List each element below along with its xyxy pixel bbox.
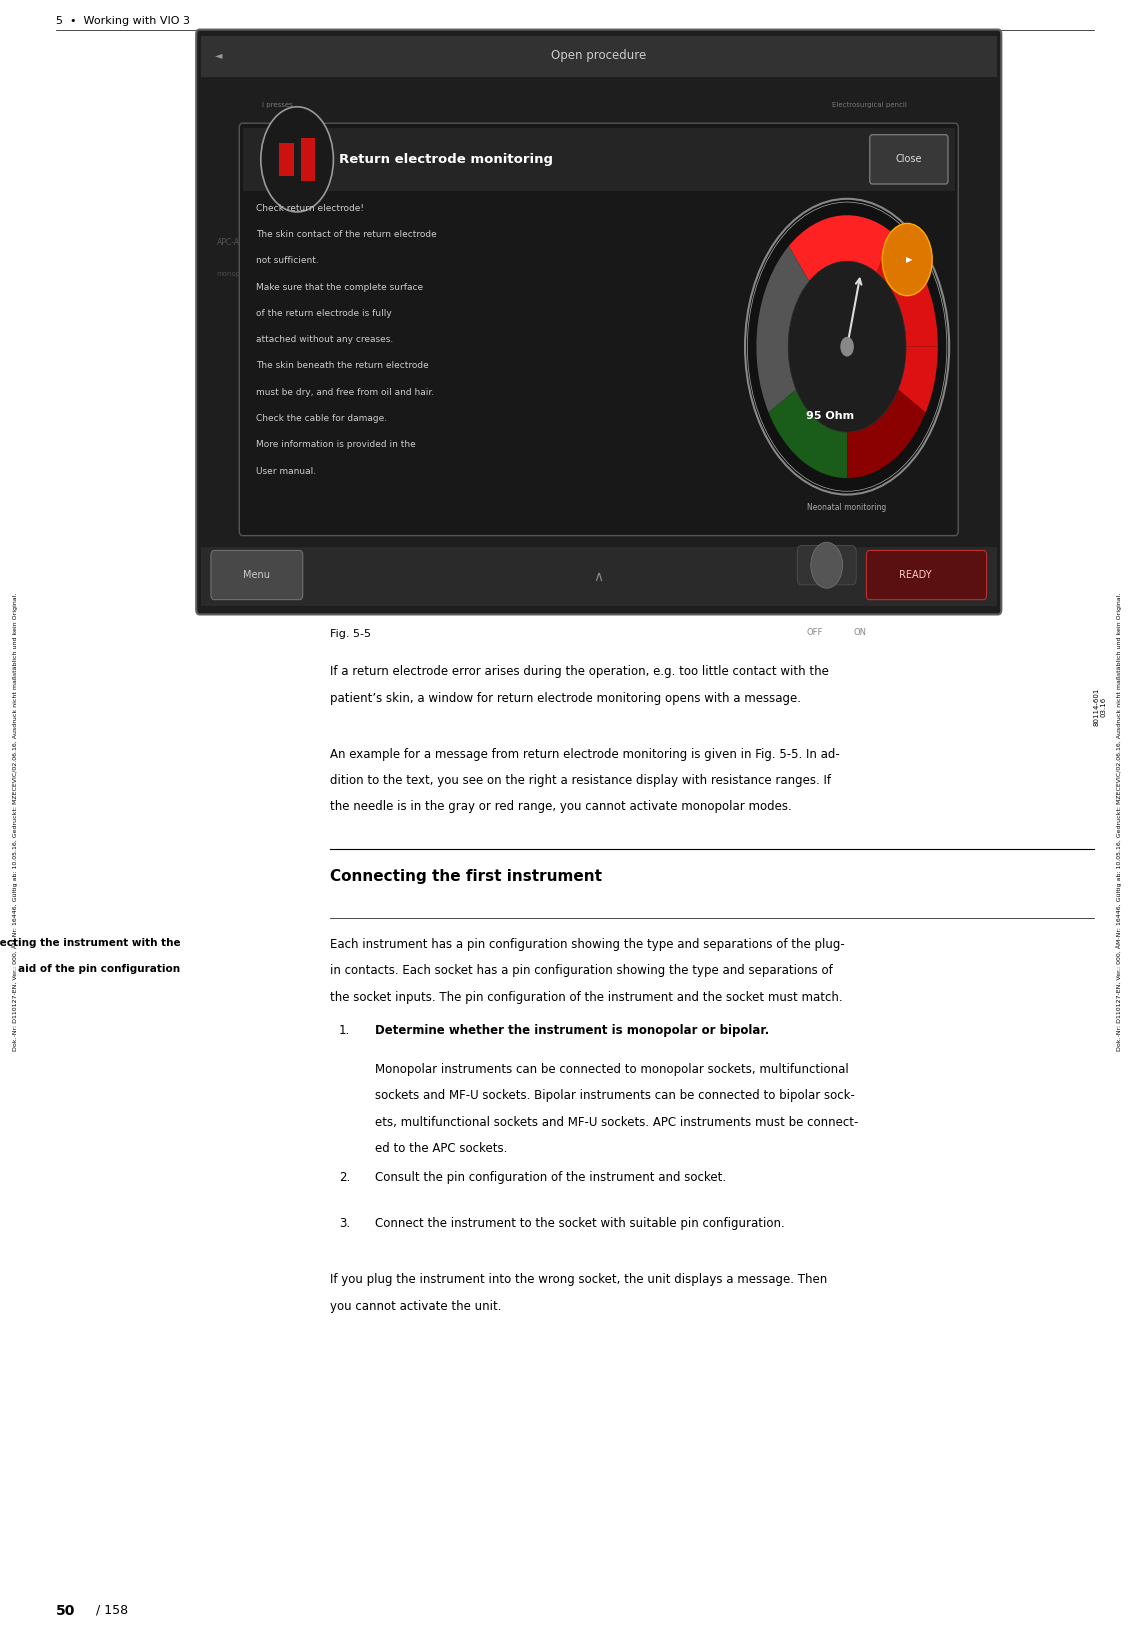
Text: attached without any creases.: attached without any creases. xyxy=(256,335,393,343)
Wedge shape xyxy=(756,246,810,412)
Bar xyxy=(243,128,955,191)
Text: dition to the text, you see on the right a resistance display with resistance ra: dition to the text, you see on the right… xyxy=(330,774,831,787)
Circle shape xyxy=(745,199,949,495)
Text: READY: READY xyxy=(899,570,931,580)
Text: ON: ON xyxy=(854,628,866,636)
Text: 50: 50 xyxy=(56,1604,75,1618)
Text: I presses: I presses xyxy=(262,102,293,108)
Circle shape xyxy=(261,107,333,212)
Circle shape xyxy=(811,542,843,588)
Text: must be dry, and free from oil and hair.: must be dry, and free from oil and hair. xyxy=(256,388,434,396)
Text: not sufficient.: not sufficient. xyxy=(256,256,319,265)
FancyBboxPatch shape xyxy=(870,135,948,184)
Wedge shape xyxy=(769,389,847,478)
Bar xyxy=(201,547,997,606)
Text: you cannot activate the unit.: you cannot activate the unit. xyxy=(330,1300,501,1313)
FancyBboxPatch shape xyxy=(797,545,856,585)
Text: If you plug the instrument into the wrong socket, the unit displays a message. T: If you plug the instrument into the wron… xyxy=(330,1273,827,1286)
Text: Menu: Menu xyxy=(244,570,270,580)
Text: User manual.: User manual. xyxy=(256,467,316,475)
Bar xyxy=(279,143,294,176)
Circle shape xyxy=(840,337,854,357)
Text: Close: Close xyxy=(896,154,922,164)
Text: 1.: 1. xyxy=(339,1024,350,1037)
Text: Connecting the instrument with the: Connecting the instrument with the xyxy=(0,938,180,948)
Text: Each instrument has a pin configuration showing the type and separations of the : Each instrument has a pin configuration … xyxy=(330,938,845,951)
Bar xyxy=(201,36,997,77)
Bar xyxy=(301,138,315,181)
Text: Electrosurgical pencil: Electrosurgical pencil xyxy=(832,102,907,108)
Wedge shape xyxy=(847,389,925,478)
FancyBboxPatch shape xyxy=(239,123,958,536)
Text: ets, multifunctional sockets and MF-U sockets. APC instruments must be connect-: ets, multifunctional sockets and MF-U so… xyxy=(375,1116,858,1129)
Text: ed to the APC sockets.: ed to the APC sockets. xyxy=(375,1142,508,1155)
Text: 80114-601
03.16: 80114-601 03.16 xyxy=(1093,687,1107,726)
Text: the socket inputs. The pin configuration of the instrument and the socket must m: the socket inputs. The pin configuration… xyxy=(330,991,843,1004)
Text: monopolar: monopolar xyxy=(217,271,254,278)
Text: The skin beneath the return electrode: The skin beneath the return electrode xyxy=(256,361,429,370)
Text: More information is provided in the: More information is provided in the xyxy=(256,440,416,449)
Text: Return electrode monitoring: Return electrode monitoring xyxy=(339,153,553,166)
Circle shape xyxy=(788,261,906,432)
Text: the needle is in the gray or red range, you cannot activate monopolar modes.: the needle is in the gray or red range, … xyxy=(330,800,792,813)
Text: Connect the instrument to the socket with suitable pin configuration.: Connect the instrument to the socket wit… xyxy=(375,1217,785,1231)
Text: Fig. 5-5: Fig. 5-5 xyxy=(330,629,371,639)
Text: of the return electrode is fully: of the return electrode is fully xyxy=(256,309,392,317)
Wedge shape xyxy=(898,347,938,412)
Text: ▶: ▶ xyxy=(906,255,913,265)
Text: Neonatal monitoring: Neonatal monitoring xyxy=(807,503,887,511)
Text: The skin contact of the return electrode: The skin contact of the return electrode xyxy=(256,230,437,238)
Wedge shape xyxy=(789,215,892,281)
Text: Check the cable for damage.: Check the cable for damage. xyxy=(256,414,388,422)
Text: / 158: / 158 xyxy=(92,1604,128,1617)
FancyBboxPatch shape xyxy=(211,550,303,600)
Text: Dok.-Nr: D110127-EN, Ver.: 000, ÄM-Nr: 16446, Gültig ab: 10.05.16, Gedruckt: MZE: Dok.-Nr: D110127-EN, Ver.: 000, ÄM-Nr: 1… xyxy=(1116,593,1123,1050)
Text: 3.: 3. xyxy=(339,1217,350,1231)
FancyBboxPatch shape xyxy=(866,550,987,600)
Text: patient’s skin, a window for return electrode monitoring opens with a message.: patient’s skin, a window for return elec… xyxy=(330,692,801,705)
Text: Make sure that the complete surface: Make sure that the complete surface xyxy=(256,283,423,291)
Text: Open procedure: Open procedure xyxy=(551,49,646,61)
Text: Determine whether the instrument is monopolar or bipolar.: Determine whether the instrument is mono… xyxy=(375,1024,770,1037)
Text: aid of the pin configuration: aid of the pin configuration xyxy=(18,964,180,974)
Text: in contacts. Each socket has a pin configuration showing the type and separation: in contacts. Each socket has a pin confi… xyxy=(330,964,832,978)
Text: ◄: ◄ xyxy=(215,49,223,61)
Text: 95 Ohm: 95 Ohm xyxy=(806,411,854,421)
FancyBboxPatch shape xyxy=(196,30,1001,614)
Text: If a return electrode error arises during the operation, e.g. too little contact: If a return electrode error arises durin… xyxy=(330,665,829,679)
Text: sockets and MF-U sockets. Bipolar instruments can be connected to bipolar sock-: sockets and MF-U sockets. Bipolar instru… xyxy=(375,1089,855,1102)
Text: 5  •  Working with VIO 3: 5 • Working with VIO 3 xyxy=(56,16,189,26)
Text: Consult the pin configuration of the instrument and socket.: Consult the pin configuration of the ins… xyxy=(375,1171,727,1185)
Text: ∧: ∧ xyxy=(594,570,603,583)
Text: Check return electrode!: Check return electrode! xyxy=(256,204,364,212)
Text: An example for a message from return electrode monitoring is given in Fig. 5-5. : An example for a message from return ele… xyxy=(330,748,840,761)
Text: Connecting the first instrument: Connecting the first instrument xyxy=(330,869,602,884)
Text: APC-A...: APC-A... xyxy=(217,238,246,246)
Text: Monopolar instruments can be connected to monopolar sockets, multifunctional: Monopolar instruments can be connected t… xyxy=(375,1063,849,1076)
Wedge shape xyxy=(877,233,938,347)
Text: OFF: OFF xyxy=(806,628,822,636)
Circle shape xyxy=(882,223,932,296)
Text: Dok.-Nr: D110127-EN, Ver.: 000, ÄM-Nr: 16446, Gültig ab: 10.05.16, Gedruckt: MZE: Dok.-Nr: D110127-EN, Ver.: 000, ÄM-Nr: 1… xyxy=(11,593,18,1050)
Text: 2.: 2. xyxy=(339,1171,350,1185)
